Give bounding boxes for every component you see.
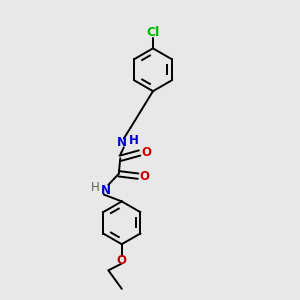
Text: H: H [91, 181, 100, 194]
Text: O: O [141, 146, 151, 159]
Text: Cl: Cl [146, 26, 160, 39]
Text: O: O [140, 170, 150, 183]
Text: N: N [101, 184, 111, 197]
Text: H: H [128, 134, 138, 147]
Text: N: N [116, 136, 127, 149]
Text: O: O [117, 254, 127, 267]
